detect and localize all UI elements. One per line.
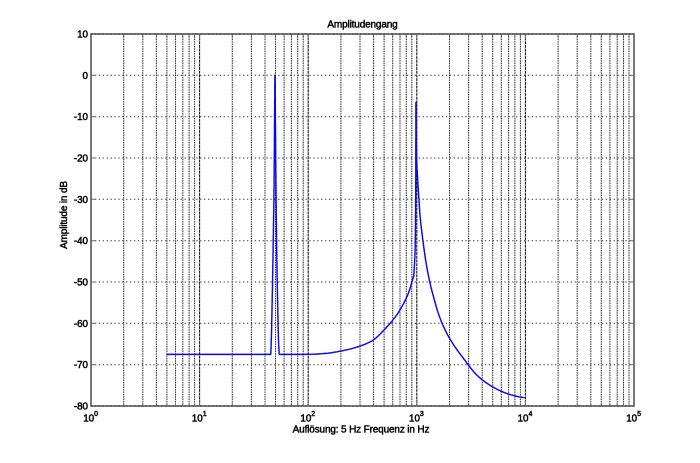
svg-text:Amplitudengang: Amplitudengang (327, 20, 397, 31)
svg-text:10: 10 (77, 30, 88, 41)
svg-text:-40: -40 (74, 236, 89, 247)
svg-text:-50: -50 (74, 278, 89, 289)
svg-text:-10: -10 (74, 112, 89, 123)
svg-text:-20: -20 (74, 154, 89, 165)
svg-text:0: 0 (83, 71, 89, 82)
svg-text:-70: -70 (74, 360, 89, 371)
svg-text:-60: -60 (74, 319, 89, 330)
svg-text:-30: -30 (74, 195, 89, 206)
svg-text:Auflösung: 5 Hz Frequenz in Hz: Auflösung: 5 Hz Frequenz in Hz (293, 425, 430, 436)
svg-text:-80: -80 (74, 402, 89, 413)
svg-text:Amplitude in dB: Amplitude in dB (59, 181, 70, 249)
